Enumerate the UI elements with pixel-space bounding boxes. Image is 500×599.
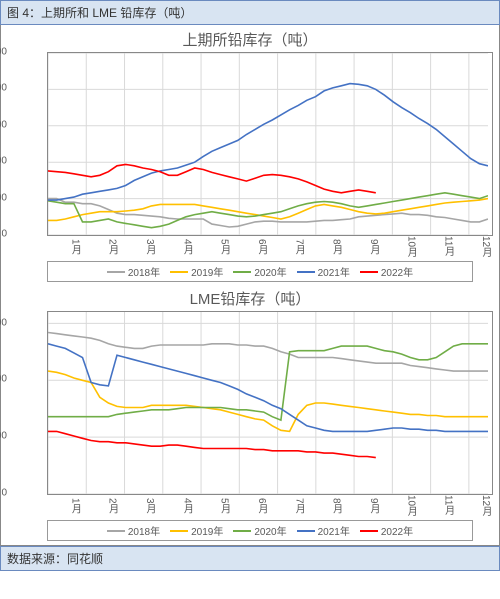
chart2: LME铅库存（吨） 050000100000150000 1月2月3月4月5月6… xyxy=(7,288,493,541)
legend-swatch xyxy=(233,271,251,273)
legend-swatch xyxy=(297,530,315,532)
chart1-plot xyxy=(47,52,493,236)
xtick-label: 3月 xyxy=(120,495,157,516)
legend-label: 2018年 xyxy=(128,523,160,538)
series-2022 xyxy=(48,164,376,192)
legend-label: 2018年 xyxy=(128,264,160,279)
xtick-label: 9月 xyxy=(344,495,381,516)
xtick-label: 8月 xyxy=(306,236,343,257)
legend-swatch xyxy=(360,271,378,273)
xtick-label: 1月 xyxy=(45,236,82,257)
series-2020 xyxy=(48,344,488,420)
xtick-label: 11月 xyxy=(418,495,455,516)
ytick-label: 150000 xyxy=(0,317,9,328)
chart2-title: LME铅库存（吨） xyxy=(7,288,493,309)
legend-item-2019: 2019年 xyxy=(170,523,223,538)
figure-header: 图 4：上期所和 LME 铅库存（吨） xyxy=(0,0,500,25)
legend-item-2021: 2021年 xyxy=(297,523,350,538)
series-2020 xyxy=(48,193,488,228)
legend-swatch xyxy=(107,530,125,532)
legend-item-2018: 2018年 xyxy=(107,264,160,279)
ytick-label: 50000 xyxy=(0,192,9,203)
chart1-xaxis: 1月2月3月4月5月6月7月8月9月10月11月12月 xyxy=(45,236,493,257)
chart2-plot xyxy=(47,311,493,495)
legend-swatch xyxy=(297,271,315,273)
legend-item-2018: 2018年 xyxy=(107,523,160,538)
legend-label: 2022年 xyxy=(381,523,413,538)
xtick-label: 3月 xyxy=(120,236,157,257)
legend-swatch xyxy=(360,530,378,532)
figure-footer: 数据来源：同花顺 xyxy=(0,546,500,571)
xtick-label: 10月 xyxy=(381,236,418,257)
legend-label: 2020年 xyxy=(254,264,286,279)
series-2018 xyxy=(48,199,488,227)
legend-label: 2021年 xyxy=(318,264,350,279)
ytick-label: 150000 xyxy=(0,119,9,130)
legend-label: 2019年 xyxy=(191,264,223,279)
ytick-label: 0 xyxy=(1,229,9,240)
chart2-xaxis: 1月2月3月4月5月6月7月8月9月10月11月12月 xyxy=(45,495,493,516)
xtick-label: 5月 xyxy=(194,236,231,257)
legend-swatch xyxy=(107,271,125,273)
legend-item-2022: 2022年 xyxy=(360,523,413,538)
legend-item-2020: 2020年 xyxy=(233,264,286,279)
legend-swatch xyxy=(170,530,188,532)
xtick-label: 6月 xyxy=(232,236,269,257)
chart-panel: 上期所铅库存（吨） 0 50000 100000 150000 200000 250000… xyxy=(0,25,500,546)
legend-label: 2019年 xyxy=(191,523,223,538)
legend-item-2022: 2022年 xyxy=(360,264,413,279)
legend-label: 2022年 xyxy=(381,264,413,279)
legend-item-2021: 2021年 xyxy=(297,264,350,279)
ytick-label: 50000 xyxy=(0,431,9,442)
ytick-label: 100000 xyxy=(0,156,9,167)
xtick-label: 9月 xyxy=(344,236,381,257)
ytick-label: 0 xyxy=(1,488,9,499)
xtick-label: 8月 xyxy=(306,495,343,516)
legend-swatch xyxy=(170,271,188,273)
xtick-label: 4月 xyxy=(157,495,194,516)
series-2021 xyxy=(48,344,488,432)
ytick-label: 100000 xyxy=(0,374,9,385)
xtick-label: 5月 xyxy=(194,495,231,516)
ytick-label: 200000 xyxy=(0,83,9,94)
chart1: 上期所铅库存（吨） 050000100000150000200000250000… xyxy=(7,29,493,282)
xtick-label: 12月 xyxy=(456,236,493,257)
chart2-legend: 2018年 2019年 2020年 2021年 2022年 xyxy=(47,520,473,541)
xtick-label: 2月 xyxy=(82,236,119,257)
chart1-title: 上期所铅库存（吨） xyxy=(7,29,493,50)
xtick-label: 6月 xyxy=(232,495,269,516)
xtick-label: 7月 xyxy=(269,236,306,257)
legend-item-2020: 2020年 xyxy=(233,523,286,538)
xtick-label: 4月 xyxy=(157,236,194,257)
legend-label: 2020年 xyxy=(254,523,286,538)
legend-item-2019: 2019年 xyxy=(170,264,223,279)
xtick-label: 11月 xyxy=(418,236,455,257)
xtick-label: 2月 xyxy=(82,495,119,516)
legend-swatch xyxy=(233,530,251,532)
xtick-label: 12月 xyxy=(456,495,493,516)
xtick-label: 7月 xyxy=(269,495,306,516)
series-2019 xyxy=(48,199,488,221)
ytick-label: 250000 xyxy=(0,47,9,58)
legend-label: 2021年 xyxy=(318,523,350,538)
xtick-label: 10月 xyxy=(381,495,418,516)
series-2021 xyxy=(48,84,488,201)
series-2022 xyxy=(48,432,376,458)
xtick-label: 1月 xyxy=(45,495,82,516)
chart1-legend: 2018年 2019年 2020年 2021年 2022年 xyxy=(47,261,473,282)
